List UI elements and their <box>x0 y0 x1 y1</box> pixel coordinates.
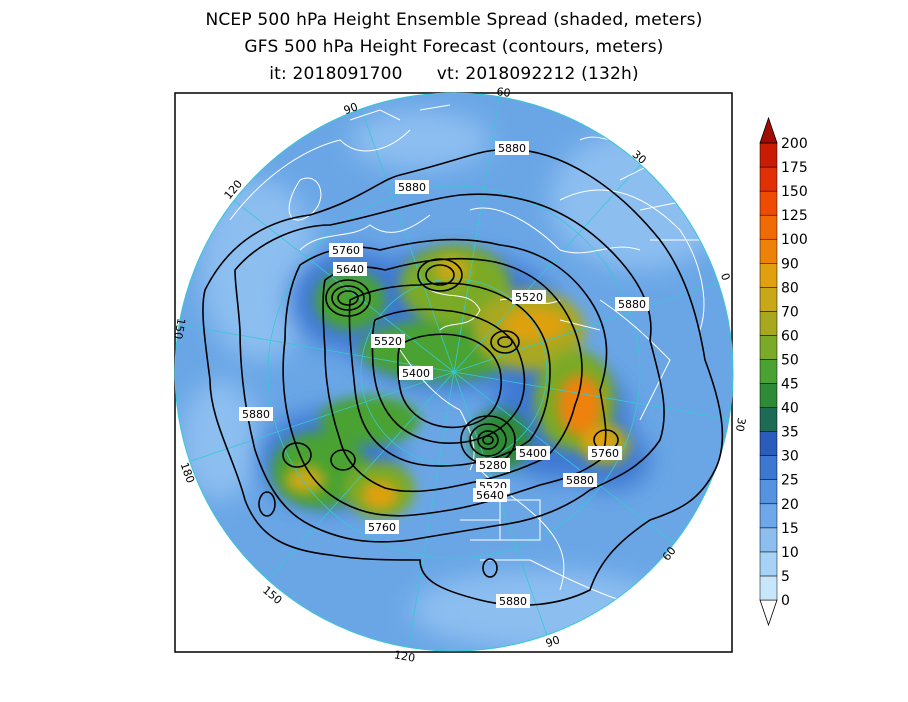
colorbar-bin <box>759 407 778 432</box>
contour-label: 5400 <box>402 367 430 380</box>
colorbar-bin <box>759 551 778 577</box>
colorbar-bin <box>759 263 778 288</box>
colorbar-bin <box>759 238 778 264</box>
contour-label: 5640 <box>476 489 504 502</box>
spread-max-areas <box>285 256 616 509</box>
colorbar-tick-label: 0 <box>781 593 790 609</box>
colorbar-bin <box>759 575 778 601</box>
colorbar-tick-label: 175 <box>781 160 808 176</box>
height-contours <box>202 148 724 606</box>
colorbar-bin <box>759 214 778 240</box>
colorbar-lower-arrow <box>759 599 778 627</box>
contour-label: 5280 <box>479 459 507 472</box>
colorbar-tick-label: 60 <box>781 328 799 344</box>
valid-time: vt: 2018092212 (132h) <box>436 64 639 84</box>
colorbar-tick-label: 50 <box>781 352 799 368</box>
contour-label: 5880 <box>566 474 594 487</box>
coastlines <box>229 104 705 601</box>
colorbar-bin <box>759 335 778 360</box>
colorbar-tick-label: 25 <box>781 473 799 489</box>
contour-label: 5760 <box>591 447 619 460</box>
colorbar-bin <box>759 431 778 456</box>
colorbar-tick-label: 45 <box>781 377 799 393</box>
contour-label: 5880 <box>498 142 526 155</box>
map-disc <box>175 93 733 651</box>
globe-outline <box>174 92 734 652</box>
colorbar-tick-label: 100 <box>781 232 808 248</box>
contour-label: 5880 <box>242 408 270 421</box>
longitude-labels: 60 30 0 30 60 90 120 150 180 150 120 90 <box>171 85 748 665</box>
contour-label: 5520 <box>515 291 543 304</box>
colorbar-tick-label: 80 <box>781 280 799 296</box>
colorbar-tick-label: 125 <box>781 208 808 224</box>
lon-label: 90 <box>342 100 360 117</box>
contour-label: 5880 <box>618 298 646 311</box>
title-line-1: NCEP 500 hPa Height Ensemble Spread (sha… <box>205 10 703 30</box>
init-time: it: 2018091700 <box>269 64 403 84</box>
lon-label: 30 <box>733 417 748 433</box>
colorbar-tick-label: 70 <box>781 304 799 320</box>
colorbar-bin <box>759 190 778 216</box>
colorbar-tick-label: 15 <box>781 521 799 537</box>
colorbar-tick-label: 90 <box>781 256 799 272</box>
colorbar-bin <box>759 166 778 192</box>
lon-label: 90 <box>544 633 562 650</box>
colorbar-bin <box>759 359 778 384</box>
colorbar-bin <box>759 455 778 480</box>
colorbar-bin <box>759 311 778 336</box>
colorbar-bin <box>759 503 778 529</box>
colorbar-bin <box>759 287 778 312</box>
contour-labels: 5880 5880 5760 5640 5520 5520 5400 5880 … <box>239 141 649 608</box>
lon-label: 60 <box>496 85 512 100</box>
contour-label: 5640 <box>336 263 364 276</box>
colorbar-bin <box>759 479 778 505</box>
colorbar-tick-label: 10 <box>781 545 799 561</box>
colorbar-tick-label: 200 <box>781 136 808 152</box>
contour-label: 5760 <box>332 244 360 257</box>
colorbar-bin <box>759 383 778 408</box>
colorbar-tick-label: 150 <box>781 184 808 200</box>
colorbar-tick-label: 35 <box>781 425 799 441</box>
lon-label: 120 <box>393 648 416 664</box>
colorbar-bin <box>759 527 778 553</box>
contour-label: 5880 <box>499 595 527 608</box>
colorbar-bin <box>759 142 778 168</box>
colorbar-tick-label: 5 <box>781 569 790 585</box>
title-line-3: it: 2018091700 vt: 2018092212 (132h) <box>0 64 908 84</box>
colorbar-tick-label: 20 <box>781 497 799 513</box>
title-line-2: GFS 500 hPa Height Forecast (contours, m… <box>244 37 664 57</box>
contour-label: 5400 <box>519 447 547 460</box>
colorbar-tick-label: 40 <box>781 401 799 417</box>
lon-label: 0 <box>718 271 733 282</box>
contour-label: 5880 <box>398 181 426 194</box>
lon-label: 150 <box>171 317 187 340</box>
contour-label: 5760 <box>368 521 396 534</box>
colorbar-upper-arrow <box>759 116 778 144</box>
contour-label: 5520 <box>374 335 402 348</box>
colorbar-tick-label: 30 <box>781 449 799 465</box>
